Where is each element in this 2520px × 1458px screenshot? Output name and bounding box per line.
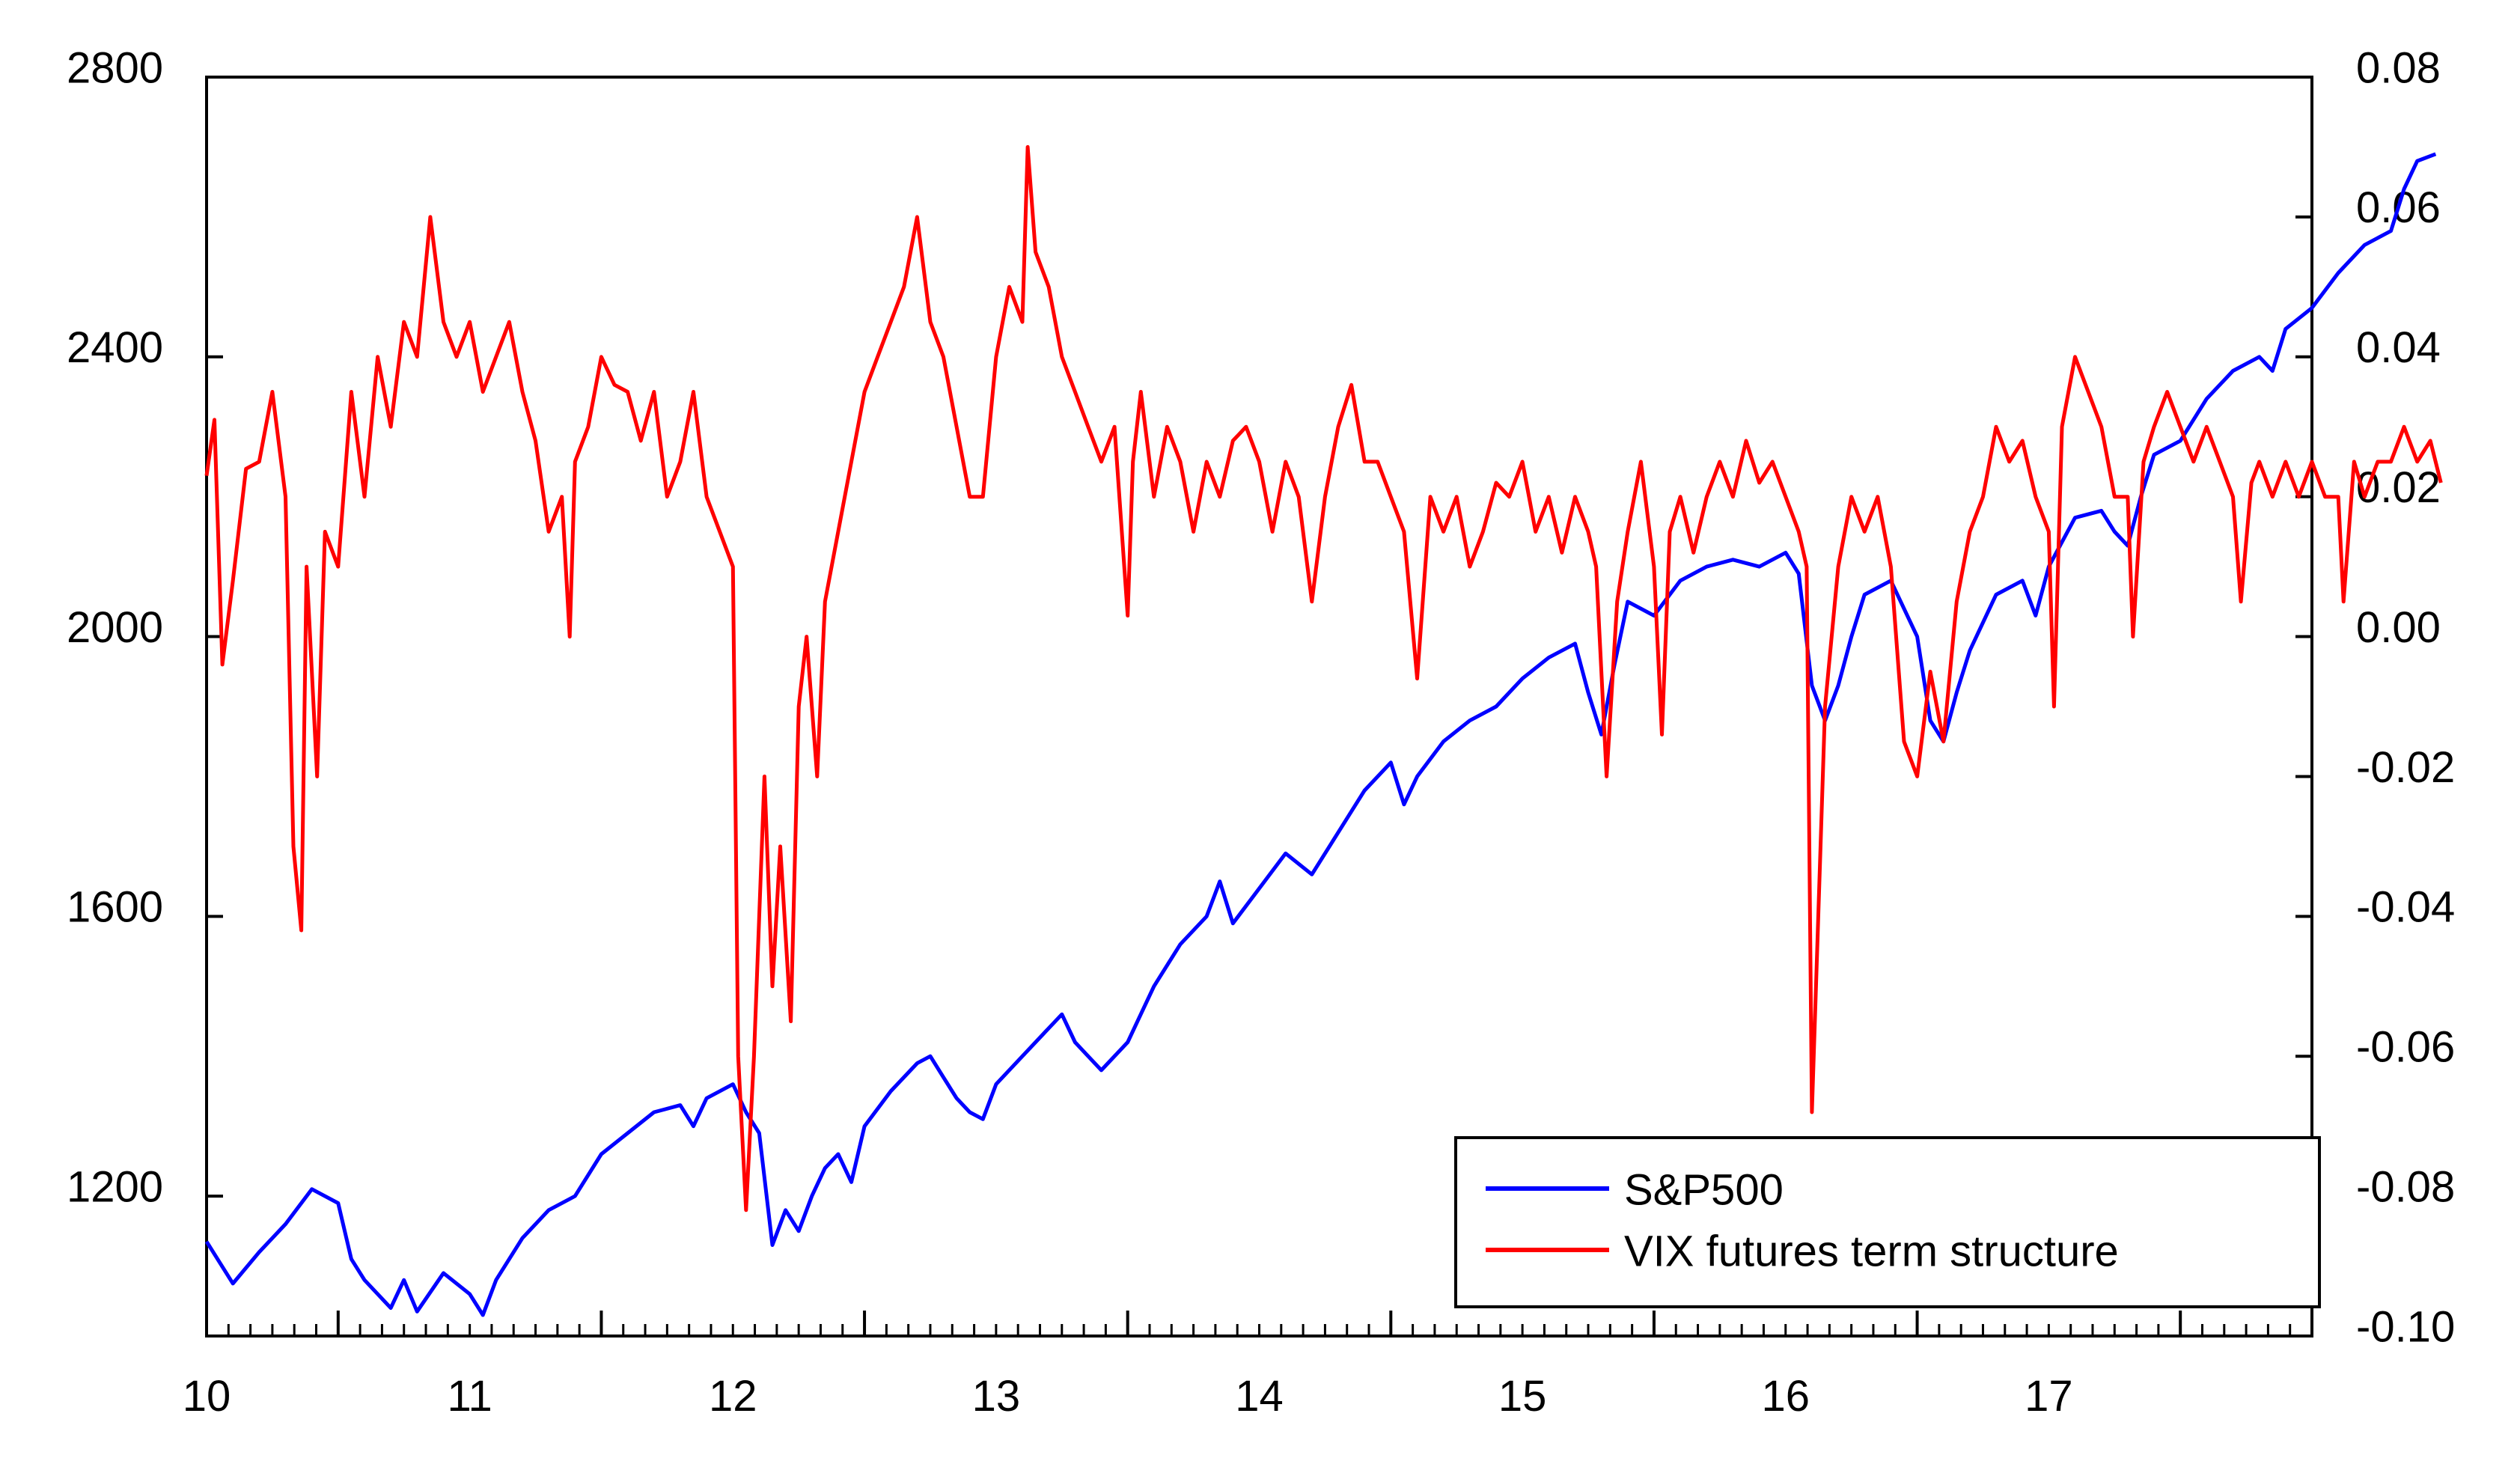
x-tick-label: 12 [709,1372,757,1421]
series-line-sp500 [204,152,2437,1317]
right-axis: -0.10 -0.08 -0.06 -0.04 -0.02 0.00 0.02 0.04 0.0… [2295,43,2455,1351]
legend-label-sp500: S&P500 [1624,1165,1784,1214]
x-tick-label: 16 [1761,1372,1810,1421]
x-tick-label: 15 [1498,1372,1547,1421]
right-tick-label: -0.08 [2356,1162,2455,1211]
right-tick-label: 0.02 [2356,463,2441,512]
right-tick-label: -0.04 [2356,883,2455,932]
x-tick-label: 17 [2025,1372,2073,1421]
right-tick-label: -0.10 [2356,1302,2455,1351]
left-tick-label: 2400 [67,323,163,372]
plot-area-frame [205,76,2313,1337]
right-tick-label: -0.06 [2356,1023,2455,1072]
series-layer [204,144,2443,1317]
x-tick-label: 14 [1235,1372,1284,1421]
left-tick-label: 2000 [67,603,163,652]
left-axis: 1200 1600 2000 2400 2800 [67,43,223,1211]
right-tick-label: 0.04 [2356,323,2441,372]
legend-box [1454,1136,2321,1308]
series-line-vix-term-structure [204,144,2443,1213]
x-tick-label: 13 [972,1372,1021,1421]
legend: S&P500 VIX futures term structure [1454,1136,2321,1308]
right-tick-label: -0.02 [2356,743,2455,792]
legend-label-vix-term-structure: VIX futures term structure [1624,1227,2119,1275]
right-tick-label: 0.08 [2356,43,2441,92]
left-tick-label: 1600 [67,883,163,932]
left-tick-label: 2800 [67,43,163,92]
right-tick-label: 0.00 [2356,603,2441,652]
x-tick-label: 11 [448,1372,492,1421]
x-axis: 10 11 12 13 14 15 16 17 [183,1311,2313,1421]
x-tick-label: 10 [183,1372,231,1421]
left-tick-label: 1200 [67,1162,163,1211]
